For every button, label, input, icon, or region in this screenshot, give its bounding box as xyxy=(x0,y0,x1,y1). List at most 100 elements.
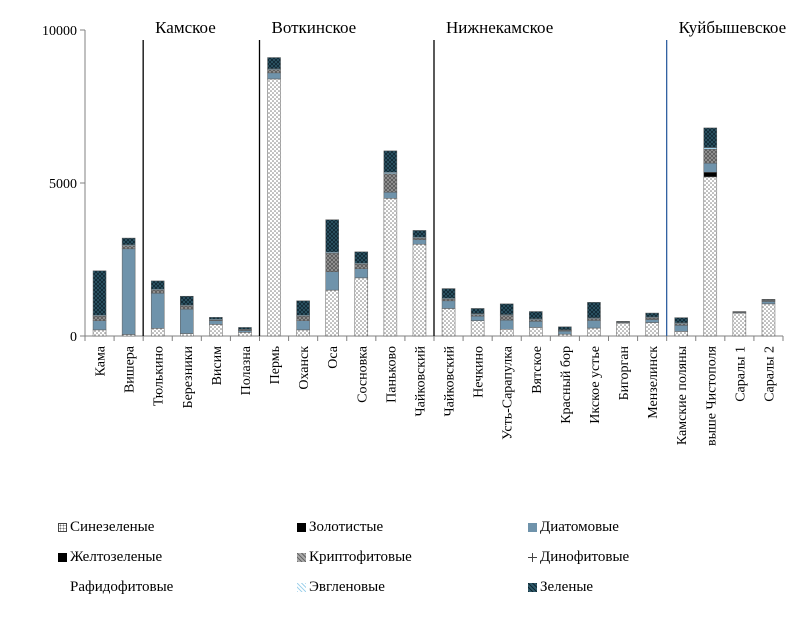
bar-segment xyxy=(703,162,718,173)
bar-segment xyxy=(92,320,107,331)
bar-segment xyxy=(238,330,252,333)
bar-segment xyxy=(325,253,339,272)
x-category-label: Красный бор xyxy=(559,346,574,424)
bar-segment xyxy=(383,198,398,337)
legend-swatch xyxy=(58,553,67,562)
bar-segment xyxy=(354,277,369,337)
bar-segment xyxy=(645,319,659,323)
bar-segment xyxy=(150,328,165,337)
bar-segment xyxy=(325,219,339,253)
legend-swatch xyxy=(58,583,67,592)
legend-label: Желтозеленые xyxy=(70,549,163,565)
bar-segment xyxy=(761,303,776,337)
labels: 0 5000 10000 Кама Вишера Тюлькино Березники Вис… xyxy=(42,18,786,446)
bar-segment xyxy=(499,329,514,337)
bar-segment xyxy=(354,268,369,279)
legend-item: Золотистые xyxy=(297,519,383,536)
bar-segment xyxy=(587,320,601,329)
bar-segment xyxy=(587,302,601,319)
bar-segment xyxy=(645,312,659,318)
x-category-label: выше Чистополя xyxy=(704,345,719,446)
legend-swatch xyxy=(528,553,537,562)
legend-swatch xyxy=(297,523,306,532)
legend-item: Желтозеленые xyxy=(58,549,162,566)
bar-segment xyxy=(121,248,136,335)
x-category-label: Паньково xyxy=(384,346,399,403)
bar-segment xyxy=(354,251,369,264)
bar-segment xyxy=(470,320,485,337)
bar-segment xyxy=(150,289,165,294)
bar-segment xyxy=(412,230,427,238)
bar-segment xyxy=(558,333,572,337)
bar-segment xyxy=(558,330,572,335)
bar-segment xyxy=(499,303,514,315)
bar-segment xyxy=(150,280,165,290)
x-category-label: Саралы 2 xyxy=(762,346,777,402)
bar-segment xyxy=(732,311,747,313)
bar-segment xyxy=(296,300,310,316)
bar-segment xyxy=(92,315,107,321)
x-category-label: Усть-Сарапулка xyxy=(501,345,516,440)
bar-segment xyxy=(383,191,398,199)
bar-segment xyxy=(296,320,310,331)
x-category-label: Тюлькино xyxy=(152,346,167,406)
bar-segment xyxy=(761,301,776,305)
bar-segment xyxy=(587,327,601,337)
reservoir-label: Куйбышевское xyxy=(679,18,787,37)
bar-segment xyxy=(121,237,136,246)
legend-item: Рафидофитовые xyxy=(58,579,173,596)
x-category-label: Полазна xyxy=(239,345,254,395)
bar-segment xyxy=(180,333,194,337)
x-category-label: Березники xyxy=(181,345,196,408)
bar-segment xyxy=(92,270,107,316)
bar-segment xyxy=(354,263,369,269)
x-category-label: Саралы 1 xyxy=(733,346,748,402)
bar-segment xyxy=(150,292,165,329)
x-category-label: Вятское xyxy=(530,346,545,394)
x-category-label: Кама xyxy=(94,345,109,376)
x-category-label: Оса xyxy=(326,345,341,368)
bars xyxy=(92,57,776,337)
bar-segment xyxy=(529,321,543,328)
bar-segment xyxy=(267,69,281,74)
x-category-label: Сосновка xyxy=(355,345,370,403)
legend-label: Рафидофитовые xyxy=(70,579,174,595)
bar-segment xyxy=(703,147,718,150)
legend-item: Диатомовые xyxy=(528,519,619,536)
bar-segment xyxy=(558,326,572,331)
bar-segment xyxy=(238,332,252,337)
x-category-label: Икское устье xyxy=(588,346,603,424)
bar-segment xyxy=(529,311,543,320)
axes xyxy=(80,29,784,341)
x-category-label: Нечкино xyxy=(472,346,487,398)
bar-segment xyxy=(296,315,310,321)
bar-segment xyxy=(209,320,223,325)
bar-segment xyxy=(732,312,747,337)
legend-swatch xyxy=(528,523,537,532)
y-tick-label: 10000 xyxy=(42,24,77,39)
bar-segment xyxy=(616,322,630,337)
x-category-label: Пермь xyxy=(268,346,283,384)
bar-segment xyxy=(180,295,194,306)
bar-segment xyxy=(470,308,485,314)
bar-segment xyxy=(703,127,718,148)
bar-segment xyxy=(383,150,398,173)
legend-label: Зеленые xyxy=(540,579,594,595)
bar-segment xyxy=(616,321,630,323)
bar-segment xyxy=(412,239,427,245)
y-tick-label: 0 xyxy=(70,330,77,345)
bar-segment xyxy=(180,308,194,334)
bar-segment xyxy=(499,319,514,330)
bar-segment xyxy=(209,324,223,337)
legend-item: Эвгленовые xyxy=(297,579,385,596)
bar-segment xyxy=(92,329,107,337)
bar-segment xyxy=(674,317,688,324)
x-category-label: Камские поляны xyxy=(675,345,690,445)
legend-item: Криптофитовые xyxy=(297,549,412,566)
bar-segment xyxy=(441,308,456,337)
bar-segment xyxy=(267,72,281,80)
bar-segment xyxy=(267,78,281,337)
legend-label: Криптофитовые xyxy=(309,549,412,565)
bar-segment xyxy=(296,329,310,337)
